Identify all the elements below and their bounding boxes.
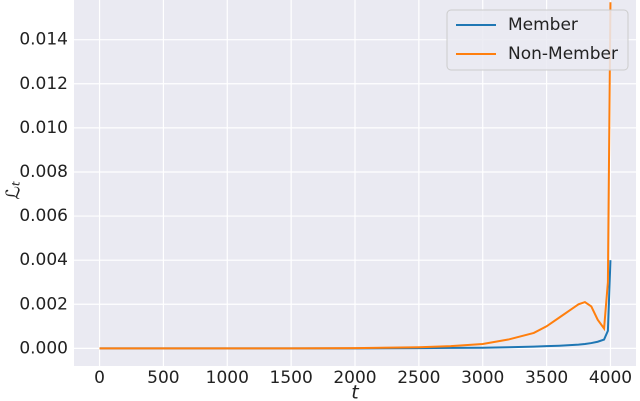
x-axis-label: t [351,382,360,401]
y-tick-label: 0.012 [19,74,68,94]
y-tick-label: 0.008 [19,162,68,182]
x-tick-label: 3500 [525,368,568,388]
x-tick-label: 1500 [270,368,313,388]
y-axis-label: ℒₜ [3,180,25,199]
x-tick-label: 500 [147,368,179,388]
y-tick-label: 0.006 [19,206,68,226]
x-tick-label: 1000 [206,368,249,388]
y-tick-label: 0.004 [19,250,68,270]
y-tick-label: 0.000 [19,338,68,358]
legend: Member Non-Member [446,9,629,71]
legend-label: Member [508,15,578,35]
series-line [99,2,612,350]
x-tick-label: 0 [94,368,105,388]
x-tick-label: 2500 [397,368,440,388]
y-tick-label: 0.010 [19,118,68,138]
x-tick-label: 2000 [333,368,376,388]
x-tick-label: 3000 [461,368,504,388]
y-tick-label: 0.014 [19,30,68,50]
legend-label: Non-Member [508,44,618,64]
x-tick-label: 4000 [589,368,632,388]
y-tick-label: 0.002 [19,294,68,314]
